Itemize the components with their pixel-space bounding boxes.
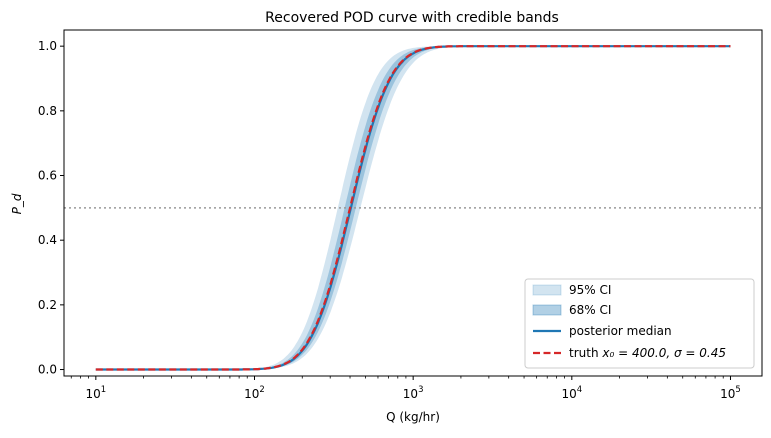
y-tick-label: 0.8 bbox=[38, 104, 57, 118]
y-tick-label: 0.4 bbox=[38, 233, 57, 247]
truth-line bbox=[95, 45, 731, 371]
legend-swatch-68 bbox=[532, 304, 562, 316]
legend-box bbox=[524, 278, 755, 369]
legend-label-truth: truth x₀ = 400.0, σ = 0.45 bbox=[569, 346, 726, 360]
x-axis-label: Q (kg/hr) bbox=[386, 410, 440, 424]
y-axis-label: P_d bbox=[10, 193, 24, 214]
legend-label-95: 95% CI bbox=[569, 283, 611, 297]
x-tick-label: 101 bbox=[85, 385, 106, 401]
plot-area: 101 102 103 104 105 0.0 0.2 0.4 0.6 0.8 1.0 95% CI 6… bbox=[38, 29, 763, 401]
legend-label-median: posterior median bbox=[569, 324, 672, 338]
y-tick-label: 0.0 bbox=[38, 363, 57, 377]
y-tick-label: 0.2 bbox=[38, 298, 57, 312]
chart-title: Recovered POD curve with credible bands bbox=[265, 10, 559, 26]
x-tick-label: 105 bbox=[720, 385, 741, 401]
y-tick-label: 0.6 bbox=[38, 169, 57, 183]
y-tick-label: 1.0 bbox=[38, 39, 57, 53]
x-tick-label: 103 bbox=[403, 385, 424, 401]
legend-swatch-95 bbox=[532, 284, 562, 296]
x-tick-label: 102 bbox=[244, 385, 265, 401]
legend-label-68: 68% CI bbox=[569, 303, 611, 317]
x-tick-label: 104 bbox=[561, 385, 582, 401]
